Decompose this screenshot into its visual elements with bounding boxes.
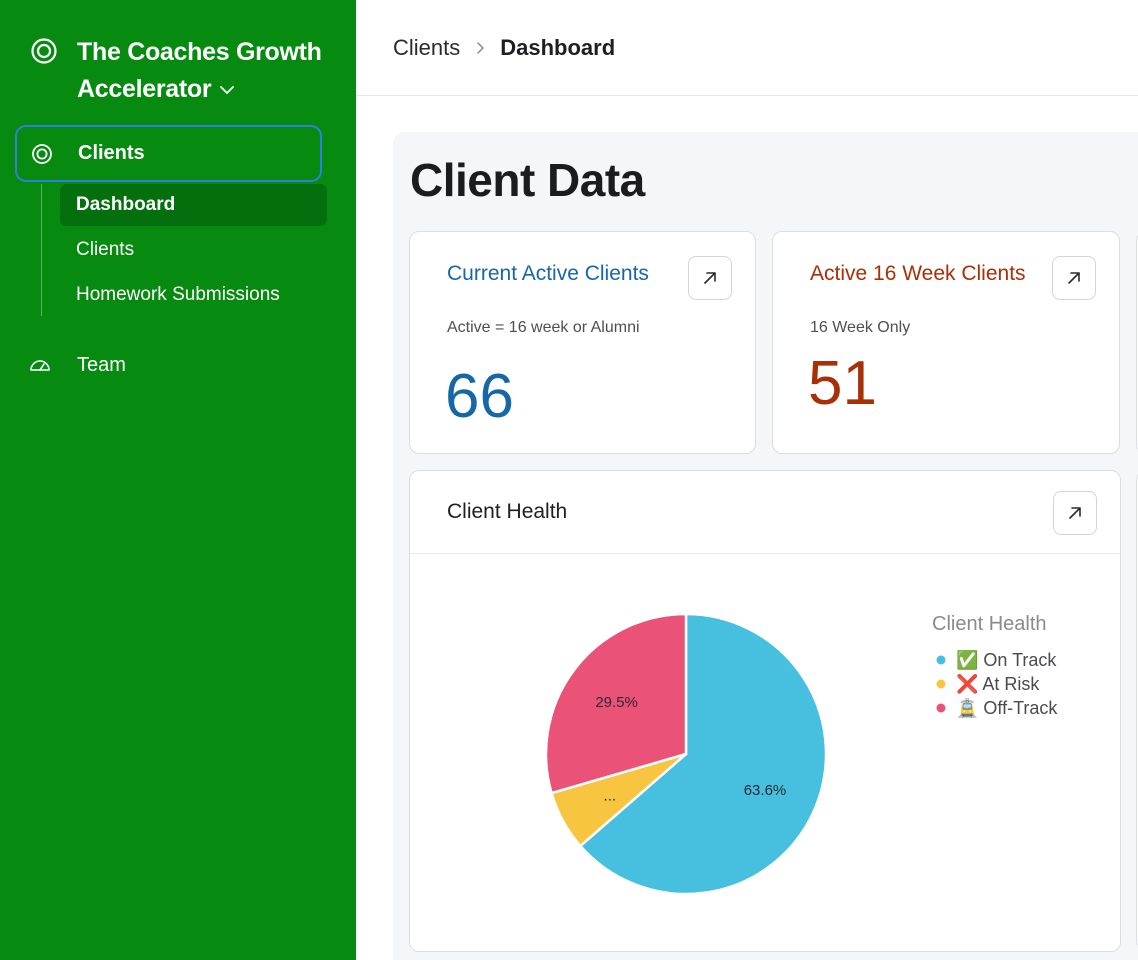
sidebar-item-label: Team [77,353,126,376]
card-active-16-week-clients: Active 16 Week Clients 16 Week Only 51 [772,231,1120,454]
arrow-up-right-icon [1068,272,1080,284]
org-name: The Coaches Growth Accelerator [77,38,322,103]
pie-slice-0[interactable] [578,612,828,896]
sidebar-subitem-label: Homework Submissions [76,284,280,305]
pie-slice-label: ... [604,788,617,805]
sidebar-item-clients[interactable]: Clients [15,125,322,182]
card-client-health: Client Health 63.6%... 29.5% Client Health… [409,470,1121,952]
card-subtitle: 16 Week Only [810,319,911,336]
gauge-icon [30,360,50,371]
card-subtitle: Active = 16 week or Alumni [447,319,640,336]
pie-slice-label: 29.5% [595,694,638,711]
card-title: Active 16 Week Clients [810,262,1026,285]
sidebar-subitem-homework-submissions[interactable]: Homework Submissions [60,274,327,316]
sidebar-subitem-clients[interactable]: Clients [60,229,327,271]
sidebar-item-label: Clients [78,142,145,164]
legend-swatch [936,655,946,665]
sidebar-subitem-label: Dashboard [76,194,176,215]
chevron-right-icon [477,41,484,54]
pie-slice-label: 63.6% [744,782,787,799]
chevron-down-icon [220,86,235,95]
sidebar-item-team[interactable]: Team [28,345,328,385]
expand-button[interactable] [1052,256,1096,300]
expand-button[interactable] [688,256,732,300]
target-icon [31,38,57,64]
legend-swatch [936,679,946,689]
legend-item[interactable]: ✅ On Track [956,649,1057,670]
arrow-up-right-icon [704,272,716,284]
breadcrumb-current: Dashboard [500,34,616,60]
legend-title: Client Health [932,613,1047,635]
breadcrumb-link-clients[interactable]: Clients [393,34,461,60]
card-title: Current Active Clients [447,262,649,285]
arrow-up-right-icon [1069,507,1081,519]
legend-item[interactable]: ❌ At Risk [956,673,1040,695]
card-value: 51 [808,349,877,418]
pie-slice-2[interactable] [544,612,688,795]
target-icon [32,143,52,164]
client-health-pie-chart: 63.6%... 29.5% Client Health ✅ On Track ❌ At… [544,612,1058,896]
breadcrumb: Clients Dashboard [356,0,1138,96]
legend-item[interactable]: 🚊 Off-Track [956,697,1058,718]
expand-button[interactable] [1053,491,1097,535]
legend-swatch [936,703,946,713]
org-switcher[interactable]: The Coaches Growth Accelerator [30,34,340,108]
card-value: 66 [445,362,514,431]
card-header: Client Health [410,471,1120,554]
sidebar: The Coaches Growth Accelerator Clients D… [0,0,356,960]
subnav-divider [41,184,42,316]
sidebar-subitem-label: Clients [76,239,135,260]
page-title: Client Data [410,154,645,206]
card-current-active-clients: Current Active Clients Active = 16 week … [409,231,756,454]
sidebar-subitem-dashboard[interactable]: Dashboard [60,184,327,226]
card-title: Client Health [447,500,568,523]
